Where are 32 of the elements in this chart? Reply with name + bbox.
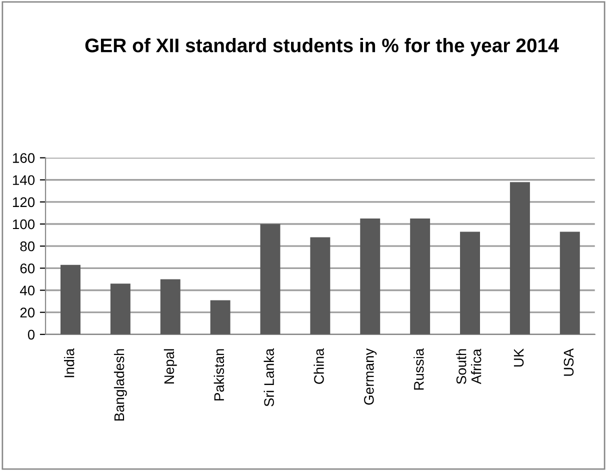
- bar: [160, 279, 180, 334]
- y-tick-label: 120: [12, 197, 35, 208]
- bar: [560, 232, 580, 334]
- bar: [410, 218, 430, 334]
- y-tick-label: 140: [12, 175, 35, 186]
- y-tick-label: 100: [12, 219, 35, 230]
- x-tick-label: USA: [564, 348, 574, 376]
- chart-title: GER of XII standard students in % for the year 2014: [85, 38, 559, 56]
- y-tick-label: 20: [20, 308, 35, 318]
- bar: [460, 232, 480, 334]
- x-tick-label: Germany: [364, 348, 377, 405]
- x-tick-label: UK: [514, 348, 524, 367]
- x-tick-label: Pakistan: [214, 349, 224, 400]
- x-tick-label: Nepal: [164, 349, 177, 384]
- bar: [310, 237, 330, 334]
- bar: [110, 284, 130, 334]
- y-tick-label: 0: [28, 330, 35, 340]
- bar: [60, 264, 80, 334]
- y-tick-label: 40: [20, 286, 35, 296]
- bar: [360, 218, 380, 334]
- x-tick-label: India: [64, 348, 74, 378]
- x-tick-label: Bangladesh: [114, 349, 127, 421]
- x-tick-label: China: [314, 348, 324, 384]
- y-tick-label: 160: [12, 153, 35, 163]
- bar: [260, 224, 280, 334]
- x-tick-label: Russia: [414, 348, 424, 390]
- bar: [510, 182, 530, 334]
- x-tick-label: Sri Lanka: [264, 348, 274, 406]
- x-tick-label: South Africa: [456, 348, 482, 384]
- y-tick-label: 80: [20, 241, 35, 252]
- y-tick-label: 60: [20, 264, 35, 274]
- bar: [210, 300, 230, 334]
